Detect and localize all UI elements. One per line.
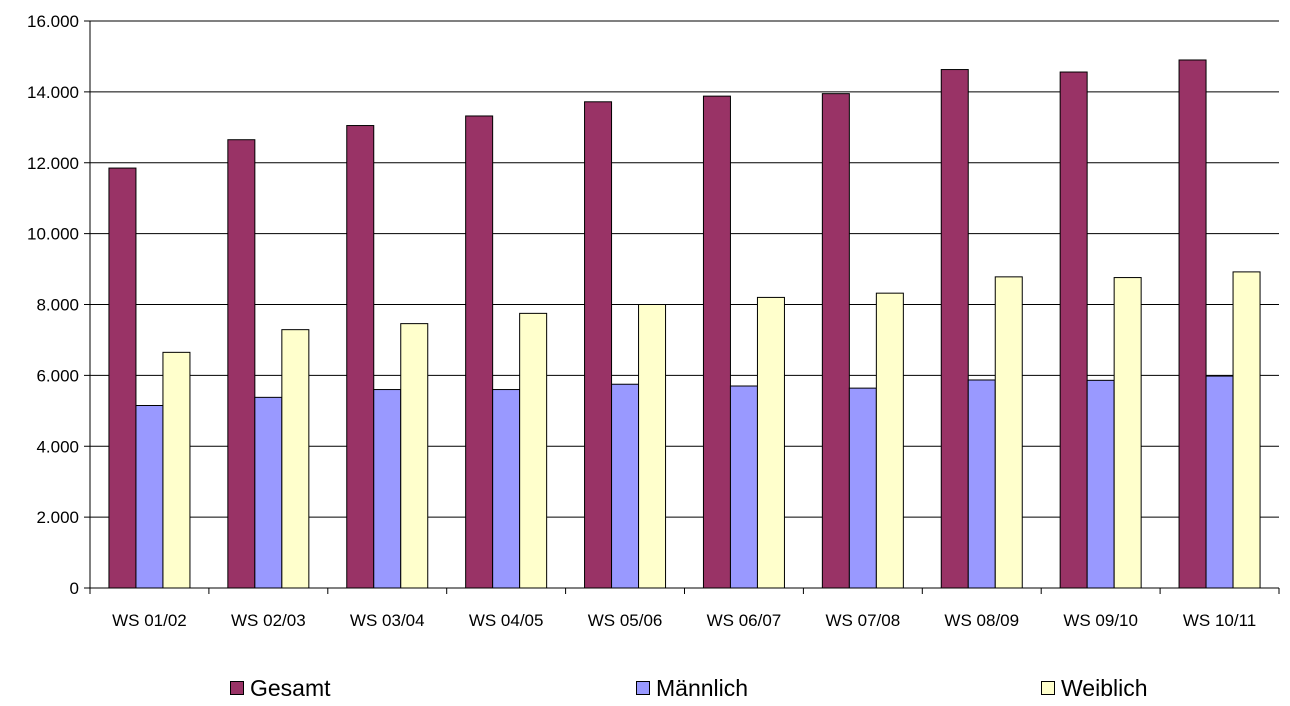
bar-gesamt — [584, 101, 613, 589]
legend-label-maennlich: Männlich — [656, 674, 749, 701]
y-tick-label: 10.000 — [27, 225, 79, 244]
bar-weiblich — [994, 276, 1023, 589]
y-tick-labels: 0 2.000 4.000 6.000 8.000 10.000 12.000 14.000 1… — [27, 12, 79, 598]
legend-swatch-maennlich — [636, 681, 650, 695]
x-tick-label: WS 05/06 — [588, 611, 663, 630]
x-tick-label: WS 01/02 — [112, 611, 187, 630]
bar-gesamt — [346, 125, 375, 589]
x-tick-labels: WS 01/02 WS 02/03 WS 03/04 WS 04/05 WS 05/06… — [112, 611, 1256, 630]
bar-maennlich — [967, 379, 996, 589]
bar-maennlich — [1086, 379, 1115, 589]
legend-item-maennlich: Männlich — [636, 674, 748, 702]
legend-swatch-weiblich — [1041, 681, 1055, 695]
y-tick-label: 14.000 — [27, 83, 79, 102]
bar-gesamt — [940, 69, 969, 589]
bar-weiblich — [281, 329, 310, 589]
bar-gesamt — [1059, 71, 1088, 589]
bar-weiblich — [638, 304, 667, 589]
bar-weiblich — [756, 296, 785, 589]
bar-gesamt — [108, 167, 137, 589]
legend-item-gesamt: Gesamt — [230, 674, 331, 702]
bar-weiblich — [875, 292, 904, 589]
bar-maennlich — [848, 387, 877, 589]
y-tick-label: 12.000 — [27, 154, 79, 173]
x-tick-label: WS 06/07 — [707, 611, 782, 630]
y-tick-label: 2.000 — [36, 508, 79, 527]
bar-maennlich — [135, 404, 164, 589]
bar-weiblich — [400, 323, 429, 589]
y-tick-label: 4.000 — [36, 437, 79, 456]
bars — [108, 59, 1261, 589]
bar-maennlich — [1205, 375, 1234, 589]
legend-swatch-gesamt — [230, 681, 244, 695]
bar-maennlich — [611, 383, 640, 589]
bar-weiblich — [519, 312, 548, 589]
bar-gesamt — [821, 93, 850, 589]
x-tick-label: WS 09/10 — [1063, 611, 1138, 630]
y-tick-label: 16.000 — [27, 12, 79, 31]
y-tick-label: 6.000 — [36, 366, 79, 385]
x-tick-label: WS 03/04 — [350, 611, 425, 630]
legend-label-gesamt: Gesamt — [250, 674, 331, 701]
bar-gesamt — [465, 115, 494, 589]
bar-maennlich — [373, 389, 402, 589]
bar-weiblich — [162, 351, 191, 589]
x-tick-label: WS 02/03 — [231, 611, 306, 630]
legend-item-weiblich: Weiblich — [1041, 674, 1148, 702]
bar-weiblich — [1113, 277, 1142, 589]
bar-gesamt — [227, 139, 256, 589]
bar-weiblich — [1232, 271, 1261, 589]
x-tick-label: WS 08/09 — [944, 611, 1019, 630]
x-tick-label: WS 04/05 — [469, 611, 544, 630]
bar-gesamt — [1178, 59, 1207, 589]
bar-maennlich — [254, 396, 283, 589]
bar-maennlich — [492, 389, 521, 589]
legend-label-weiblich: Weiblich — [1061, 674, 1148, 701]
y-tick-label: 8.000 — [36, 296, 79, 315]
bar-maennlich — [729, 385, 758, 589]
bar-gesamt — [702, 95, 731, 589]
x-tick-label: WS 07/08 — [826, 611, 901, 630]
x-tick-label: WS 10/11 — [1183, 611, 1256, 630]
axes — [84, 20, 1280, 594]
y-tick-label: 0 — [70, 579, 79, 598]
